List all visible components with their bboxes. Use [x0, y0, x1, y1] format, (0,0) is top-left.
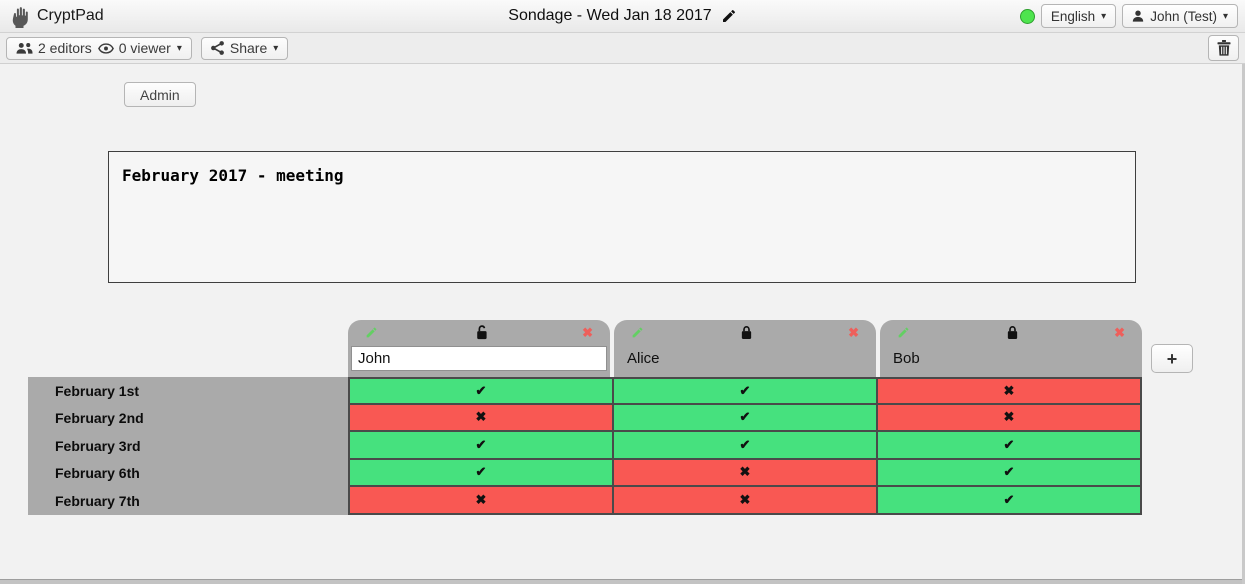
vote-cell-yes: ✔	[614, 404, 878, 432]
chevron-down-icon: ▾	[176, 42, 182, 54]
trash-icon	[1217, 40, 1231, 56]
language-label: English	[1050, 8, 1096, 24]
top-navbar: CryptPad Sondage - Wed Jan 18 2017 Engli…	[0, 0, 1245, 33]
chevron-down-icon: ▾	[1222, 10, 1228, 22]
vote-cell-yes: ✔	[878, 487, 1142, 515]
vote-cell-no: ✖	[878, 404, 1142, 432]
poll-row: February 6th ✔ ✖ ✔	[28, 459, 1208, 487]
remove-column-icon[interactable]: ✖	[1114, 324, 1125, 340]
user-menu-dropdown[interactable]: John (Test) ▾	[1122, 4, 1238, 28]
vote-cell-yes: ✔	[614, 432, 878, 460]
column-name-label: Bob	[893, 350, 920, 367]
poll-row: February 1st ✔ ✔ ✖	[28, 377, 1208, 405]
chevron-down-icon: ▾	[1101, 10, 1107, 22]
horizontal-scrollbar-track[interactable]	[0, 579, 1245, 584]
viewers-count-label: 0 viewer	[118, 40, 171, 56]
header-label-spacer	[28, 320, 348, 377]
edit-column-pencil-icon[interactable]	[631, 326, 644, 339]
poll-columns: ✖ ✖ Alice ✖ Bob	[348, 320, 1142, 377]
row-label: February 6th	[28, 459, 348, 487]
vote-cell-no[interactable]: ✖	[348, 404, 614, 432]
brand-label: CryptPad	[37, 7, 104, 24]
vote-cell-no[interactable]: ✖	[348, 487, 614, 515]
share-dropdown[interactable]: Share ▾	[200, 36, 289, 60]
column-controls: ✖	[614, 320, 876, 340]
poll-row: February 7th ✖ ✖ ✔	[28, 487, 1208, 515]
column-name-input[interactable]	[351, 346, 607, 371]
document-toolbar: 2 editors 0 viewer ▾ Share ▾	[0, 33, 1245, 64]
row-label: February 1st	[28, 377, 348, 405]
column-tab-alice: ✖ Alice	[614, 320, 876, 377]
remove-column-icon[interactable]: ✖	[582, 324, 593, 340]
edit-column-pencil-icon[interactable]	[897, 326, 910, 339]
column-controls: ✖	[880, 320, 1142, 340]
vote-cell-no: ✖	[878, 377, 1142, 405]
cryptpad-fist-logo-icon	[7, 3, 31, 29]
admin-button[interactable]: Admin	[124, 82, 196, 107]
column-tab-bob: ✖ Bob	[880, 320, 1142, 377]
vote-cell-yes[interactable]: ✔	[348, 432, 614, 460]
poll-table: ✖✖Alice✖Bob + February 1st✔✔✖February 2n…	[28, 320, 1208, 515]
add-column-button[interactable]: +	[1151, 344, 1193, 373]
column-controls: ✖	[348, 320, 610, 340]
editors-count-label: 2 editors	[38, 40, 92, 56]
column-name-label: Alice	[627, 350, 660, 367]
row-label: February 7th	[28, 487, 348, 515]
vote-cell-yes: ✔	[878, 432, 1142, 460]
share-label: Share	[229, 40, 268, 56]
row-label: February 2nd	[28, 404, 348, 432]
remove-column-icon[interactable]: ✖	[848, 324, 859, 340]
lock-open-icon[interactable]	[473, 324, 488, 340]
vertical-scrollbar-track[interactable]	[1242, 64, 1245, 584]
column-tab-john: ✖	[348, 320, 610, 377]
users-icon	[16, 42, 33, 55]
edit-title-pencil-icon[interactable]	[721, 8, 737, 24]
vote-cell-yes[interactable]: ✔	[348, 459, 614, 487]
poll-row: February 2nd ✖ ✔ ✖	[28, 404, 1208, 432]
lock-closed-icon[interactable]	[1006, 325, 1019, 340]
trash-button[interactable]	[1208, 35, 1239, 61]
user-name-label: John (Test)	[1150, 8, 1217, 24]
editors-viewers-dropdown[interactable]: 2 editors 0 viewer ▾	[6, 36, 192, 60]
chevron-down-icon: ▾	[273, 42, 279, 54]
row-label: February 3rd	[28, 432, 348, 460]
user-icon	[1132, 10, 1144, 22]
vote-cell-yes[interactable]: ✔	[348, 377, 614, 405]
vote-cell-no: ✖	[614, 459, 878, 487]
lock-closed-icon[interactable]	[740, 325, 753, 340]
language-dropdown[interactable]: English ▾	[1040, 4, 1117, 28]
edit-column-pencil-icon[interactable]	[365, 326, 378, 339]
eye-icon	[97, 42, 114, 54]
vote-cell-yes: ✔	[878, 459, 1142, 487]
connection-status-lamp	[1019, 8, 1035, 24]
poll-description-textarea[interactable]: February 2017 - meeting	[108, 151, 1136, 283]
vote-cell-yes: ✔	[614, 377, 878, 405]
cryptpad-brand[interactable]: CryptPad	[0, 3, 104, 29]
poll-row: February 3rd ✔ ✔ ✔	[28, 432, 1208, 460]
share-icon	[210, 41, 224, 55]
document-title: Sondage - Wed Jan 18 2017	[508, 7, 712, 24]
vote-cell-no: ✖	[614, 487, 878, 515]
poll-rows: February 1st ✔ ✔ ✖ February 2nd ✖ ✔ ✖ February 3…	[28, 377, 1208, 515]
